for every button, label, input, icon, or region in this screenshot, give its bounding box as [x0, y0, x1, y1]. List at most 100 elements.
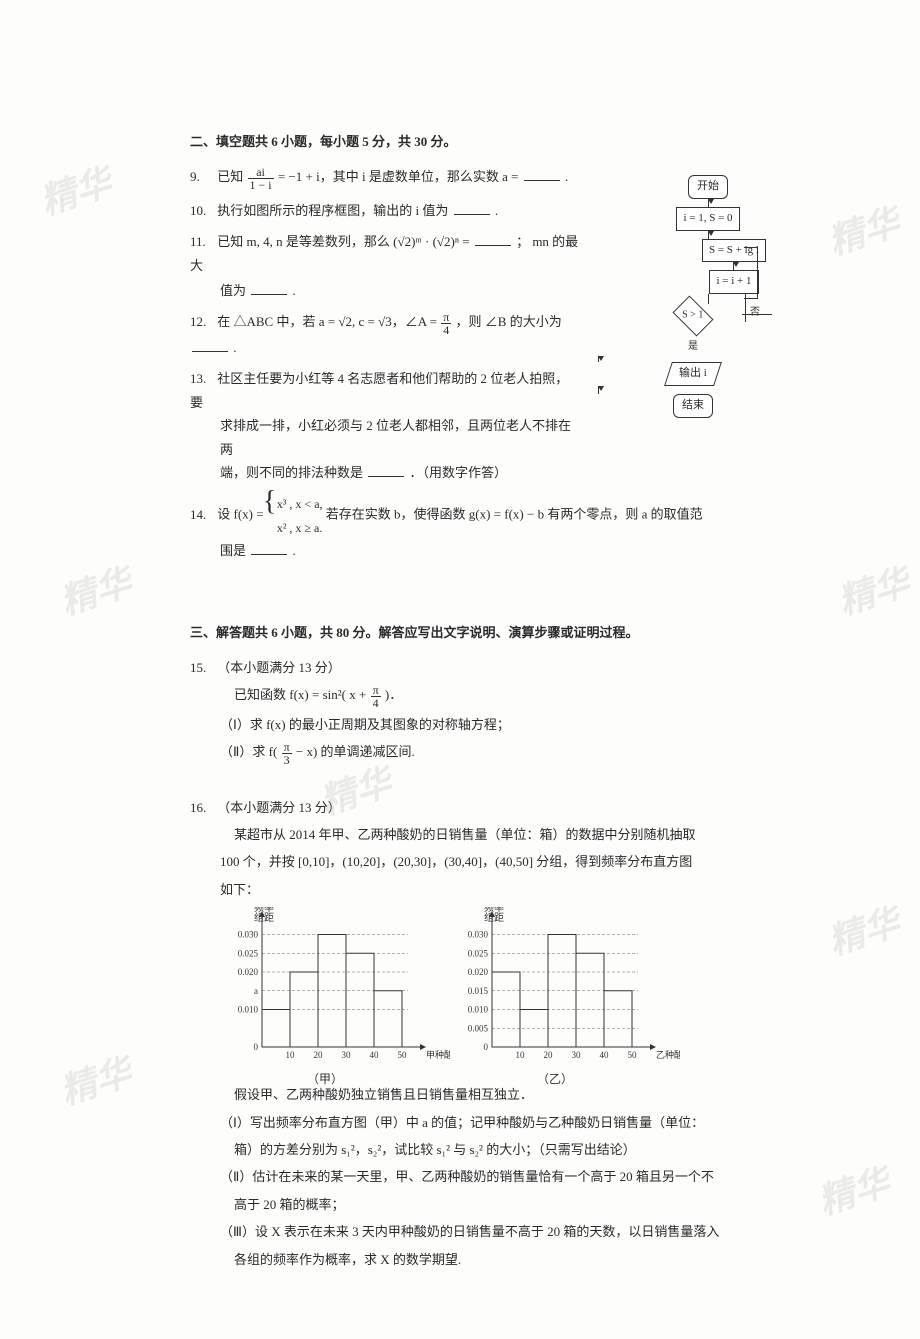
q9-blank: [524, 168, 560, 181]
svg-text:40: 40: [370, 1050, 380, 1060]
svg-text:0.025: 0.025: [468, 949, 489, 959]
q10-suffix: .: [495, 203, 498, 218]
svg-text:50: 50: [628, 1050, 638, 1060]
q12-frac: π 4: [441, 311, 451, 336]
svg-text:a: a: [254, 986, 258, 996]
q15-frac-den: 4: [371, 697, 381, 709]
q11-suffix: .: [293, 283, 296, 298]
histograms: 频率组距00.010a0.0200.0250.0301020304050甲种酸奶…: [220, 907, 750, 1077]
q16-p2b: 高于 20 箱的概率；: [190, 1193, 750, 1216]
q13-line3a: 端，则不同的排法种数是: [220, 465, 363, 480]
q13-line1: 社区主任要为小红等 4 名志愿者和他们帮助的 2 位老人拍照，要: [190, 371, 568, 409]
q16-intro1: 某超市从 2014 年甲、乙两种酸奶的日销售量（单位：箱）的数据中分别随机抽取: [190, 823, 750, 846]
svg-text:0.020: 0.020: [238, 967, 259, 977]
flow-start: 开始: [688, 175, 728, 199]
q14-suffix: .: [293, 543, 296, 558]
svg-text:0.005: 0.005: [468, 1024, 489, 1034]
svg-text:50: 50: [398, 1050, 408, 1060]
histo-jia-caption: （甲）: [220, 1069, 430, 1091]
q15-p2-frac: π 3: [282, 741, 292, 766]
q9-suffix: .: [565, 169, 568, 184]
q15-frac-num: π: [371, 684, 381, 697]
q14-lead: 设 f(x) =: [217, 507, 263, 522]
q15-points: （本小题满分 13 分）: [217, 660, 341, 675]
svg-text:0.025: 0.025: [238, 949, 259, 959]
svg-text:组距: 组距: [484, 911, 504, 924]
q14-piecewise: x³ , x < a, x² , x ≥ a.: [267, 492, 323, 539]
watermark: 精华: [810, 1150, 899, 1234]
flow-end: 结束: [673, 394, 713, 418]
q9-frac-num: ai: [248, 166, 274, 179]
flowchart: 开始 i = 1, S = 0 S = S + lg i i = i + 1 S…: [628, 175, 788, 418]
q9-frac: ai 1 − i: [248, 166, 274, 191]
q11-blank2: [251, 282, 287, 295]
q16-intro2: 100 个，并按 [0,10]，(10,20]，(20,30]，(30,40]，…: [190, 850, 750, 873]
q16-num: 16.: [190, 796, 214, 819]
q10-num: 10.: [190, 199, 214, 222]
svg-text:20: 20: [544, 1050, 554, 1060]
svg-text:30: 30: [572, 1050, 582, 1060]
q14-piece1: x³ , x < a,: [277, 497, 323, 511]
histogram-yi: 频率组距00.0050.0100.0150.0200.0250.03010203…: [450, 907, 660, 1077]
q13-num: 13.: [190, 367, 214, 390]
q10-blank: [454, 202, 490, 215]
histogram-jia-svg: 频率组距00.010a0.0200.0250.0301020304050甲种酸奶…: [220, 907, 450, 1067]
svg-text:0.030: 0.030: [468, 930, 489, 940]
exam-page: 精华 精华 精华 精华 精华 精华 精华 精华 二、填空题共 6 小题，每小题 …: [0, 0, 920, 1339]
q16-points: （本小题满分 13 分）: [217, 800, 341, 815]
svg-text:0.030: 0.030: [238, 930, 259, 940]
q9-num: 9.: [190, 165, 214, 188]
histogram-yi-svg: 频率组距00.0050.0100.0150.0200.0250.03010203…: [450, 907, 680, 1067]
q15-num: 15.: [190, 656, 214, 679]
q16-p3b: 各组的频率作为概率，求 X 的数学期望.: [190, 1248, 750, 1271]
watermark: 精华: [820, 890, 909, 974]
q11-line2: 值为: [220, 283, 246, 298]
q15-given-a: 已知函数 f(x) = sin²( x +: [234, 687, 366, 702]
svg-text:10: 10: [286, 1050, 296, 1060]
q11-text-a: 已知 m, 4, n 是等差数列，那么 (√2)ᵐ · (√2)ⁿ =: [217, 234, 469, 249]
q13-line2: 求排成一排，小红必须与 2 位老人都相邻，且两位老人不排在两: [220, 418, 571, 456]
q16-p1b: 箱）的方差分别为 s₁²，s₂²，试比较 s₁² 与 s₂² 的大小；（只需写出…: [190, 1138, 750, 1161]
flow-output: 输出 i: [664, 362, 722, 386]
svg-text:0.020: 0.020: [468, 967, 489, 977]
q12-num: 12.: [190, 310, 214, 333]
q15-p2-frac-num: π: [282, 741, 292, 754]
flow-init: i = 1, S = 0: [676, 207, 739, 231]
q16-intro3: 如下：: [190, 878, 750, 901]
flow-cond-no: 否: [750, 304, 760, 322]
q10-text: 执行如图所示的程序框图，输出的 i 值为: [217, 203, 448, 218]
svg-text:乙种酸奶日销售量: 乙种酸奶日销售量: [656, 1049, 680, 1060]
q9-text-b: = −1 + i，其中 i 是虚数单位，那么实数 a =: [278, 169, 519, 184]
q15-part2-a: （Ⅱ）求 f(: [220, 740, 277, 763]
histo-yi-caption: （乙）: [450, 1069, 660, 1091]
svg-text:0: 0: [484, 1042, 489, 1052]
q14-blank: [251, 542, 287, 555]
watermark: 精华: [52, 1040, 141, 1124]
q12-text-b: ，则 ∠B 的大小为: [456, 314, 562, 329]
svg-text:0.015: 0.015: [468, 986, 489, 996]
svg-text:20: 20: [314, 1050, 324, 1060]
section3-title: 三、解答题共 6 小题，共 80 分。解答应写出文字说明、演算步骤或证明过程。: [190, 621, 750, 644]
q15-frac: π 4: [371, 684, 381, 709]
svg-text:40: 40: [600, 1050, 610, 1060]
q15: 15. （本小题满分 13 分） 已知函数 f(x) = sin²( x + π…: [190, 656, 750, 766]
q16-p1a: （Ⅰ）写出频率分布直方图（甲）中 a 的值；记甲种酸奶与乙种酸奶日销售量（单位：: [190, 1111, 750, 1134]
q15-p2-frac-den: 3: [282, 754, 292, 766]
q12-frac-den: 4: [441, 324, 451, 336]
flow-cond-text: S > 1: [682, 307, 703, 325]
q12-text-a: 在 △ABC 中，若 a = √2, c = √3，∠A =: [217, 314, 437, 329]
q14: 14. 设 f(x) = x³ , x < a, x² , x ≥ a. 若存在…: [190, 492, 750, 562]
svg-text:0: 0: [254, 1042, 259, 1052]
q15-given-b: )．: [385, 687, 402, 702]
q14-line2: 围是: [220, 543, 246, 558]
q14-body: 若存在实数 b，使得函数 g(x) = f(x) − b 有两个零点，则 a 的…: [326, 507, 703, 522]
q15-part2-b: − x) 的单调递减区间.: [296, 744, 415, 759]
q16-p2a: （Ⅱ）估计在未来的某一天里，甲、乙两种酸奶的销售量恰有一个高于 20 箱且另一个…: [190, 1165, 750, 1188]
q9-text-a: 已知: [217, 169, 243, 184]
q13-blank: [368, 464, 404, 477]
svg-text:组距: 组距: [254, 911, 274, 924]
q9-frac-den: 1 − i: [248, 179, 274, 191]
q16-p3a: （Ⅲ）设 X 表示在未来 3 天内甲种酸奶的日销售量不高于 20 箱的天数，以日…: [190, 1220, 750, 1243]
q14-piece2: x² , x ≥ a.: [277, 521, 323, 535]
q12-blank: [192, 339, 228, 352]
